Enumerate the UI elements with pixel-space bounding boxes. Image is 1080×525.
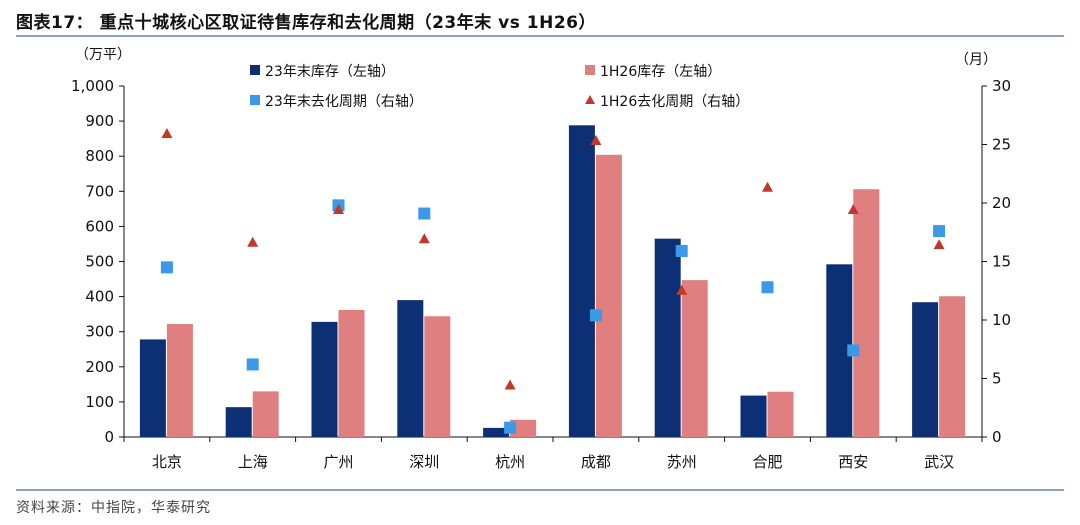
legend-swatch-1h26-inventory	[585, 65, 595, 75]
left-axis-unit: （万平）	[75, 47, 131, 63]
legend-swatch-23-inventory	[250, 65, 260, 75]
marker-23-cycle	[160, 261, 173, 274]
marker-23-cycle	[504, 421, 517, 434]
marker-23-cycle	[847, 344, 860, 357]
bar-1h26-inventory	[853, 189, 880, 437]
marker-23-cycle	[418, 207, 431, 220]
bar-1h26-inventory	[595, 154, 622, 437]
marker-1h26-cycle	[418, 233, 430, 244]
bar-1h26-inventory	[252, 391, 279, 437]
marker-23-cycle	[761, 281, 774, 294]
left-tick-label: 1,000	[71, 77, 114, 95]
left-tick-label: 900	[85, 112, 114, 130]
plot-area: 0 100 200 300 400 500 600 700 800 900 1,000 0 5 10 15 2…	[71, 77, 1011, 471]
marker-23-cycle	[246, 358, 259, 371]
bar-23-inventory	[912, 302, 939, 437]
legend-label-1h26-inventory: 1H26库存（左轴）	[600, 64, 721, 80]
x-category-label: 西安	[838, 453, 868, 471]
marker-1h26-cycle	[247, 236, 259, 247]
right-tick-label: 5	[992, 370, 1002, 388]
bar-1h26-inventory	[166, 323, 193, 437]
legend-label-23-cycle: 23年末去化周期（右轴）	[265, 94, 423, 110]
marker-1h26-cycle	[762, 181, 773, 192]
bar-23-inventory	[568, 125, 595, 437]
left-tick-label: 600	[85, 217, 114, 235]
left-tick-label: 0	[104, 428, 114, 446]
left-tick-label: 400	[85, 288, 114, 306]
right-tick-label: 0	[992, 428, 1002, 446]
bar-1h26-inventory	[424, 316, 451, 437]
right-tick-label: 30	[992, 77, 1011, 95]
x-category-label: 成都	[581, 453, 611, 471]
chart-canvas: （万平） （月） 01002003004005006007008009001,0…	[71, 47, 1011, 471]
bar-1h26-inventory	[767, 391, 794, 437]
marker-1h26-cycle	[933, 239, 945, 250]
marker-23-cycle	[589, 309, 602, 322]
x-category-label: 杭州	[495, 453, 525, 471]
marker-1h26-cycle	[504, 379, 516, 390]
right-tick-label: 25	[992, 136, 1011, 154]
bar-1h26-inventory	[681, 280, 708, 437]
x-category-label: 深圳	[409, 453, 439, 471]
bar-23-inventory	[740, 395, 767, 437]
legend-swatch-1h26-cycle	[585, 95, 595, 104]
x-category-label: 武汉	[924, 453, 954, 471]
bar-1h26-inventory	[939, 296, 966, 437]
figure-title: 图表17： 重点十城核心区取证待售库存和去化周期（23年末 vs 1H26）	[16, 13, 596, 33]
bar-1h26-inventory	[510, 419, 537, 437]
bar-23-inventory	[139, 339, 166, 437]
left-tick-label: 100	[85, 393, 114, 411]
right-tick-label: 20	[992, 194, 1011, 212]
legend-label-1h26-cycle: 1H26去化周期（右轴）	[600, 94, 749, 110]
bar-23-inventory	[311, 321, 338, 437]
bottom-rule	[16, 489, 1064, 491]
left-tick-label: 300	[85, 323, 114, 341]
marker-1h26-cycle	[676, 284, 688, 295]
bar-1h26-inventory	[338, 309, 365, 437]
source-note: 资料来源：中指院，华泰研究	[16, 500, 211, 516]
x-category-label: 上海	[238, 453, 268, 471]
left-tick-label: 700	[85, 182, 114, 200]
marker-1h26-cycle	[333, 204, 344, 215]
x-category-label: 广州	[323, 453, 353, 471]
bar-23-inventory	[483, 427, 510, 437]
marker-23-cycle	[675, 244, 688, 257]
right-tick-label: 10	[992, 311, 1011, 329]
legend-swatch-23-cycle	[250, 95, 260, 105]
marker-1h26-cycle	[161, 127, 173, 138]
right-tick-label: 15	[992, 253, 1011, 271]
left-tick-label: 800	[85, 147, 114, 165]
top-rule	[16, 35, 1064, 37]
bar-23-inventory	[225, 407, 252, 437]
bar-23-inventory	[654, 238, 681, 437]
x-category-label: 合肥	[752, 453, 782, 471]
marker-1h26-cycle	[847, 204, 859, 215]
x-category-label: 北京	[152, 453, 182, 471]
marker-1h26-cycle	[590, 134, 602, 145]
marker-23-cycle	[933, 225, 946, 238]
left-tick-label: 500	[85, 253, 114, 271]
right-axis-unit: （月）	[955, 52, 997, 68]
left-tick-label: 200	[85, 358, 114, 376]
legend-label-23-inventory: 23年末库存（左轴）	[265, 64, 395, 80]
legend: 23年末库存（左轴） 1H26库存（左轴） 23年末去化周期（右轴） 1H26去…	[250, 64, 749, 110]
bar-23-inventory	[397, 300, 424, 437]
x-category-label: 苏州	[667, 453, 697, 471]
